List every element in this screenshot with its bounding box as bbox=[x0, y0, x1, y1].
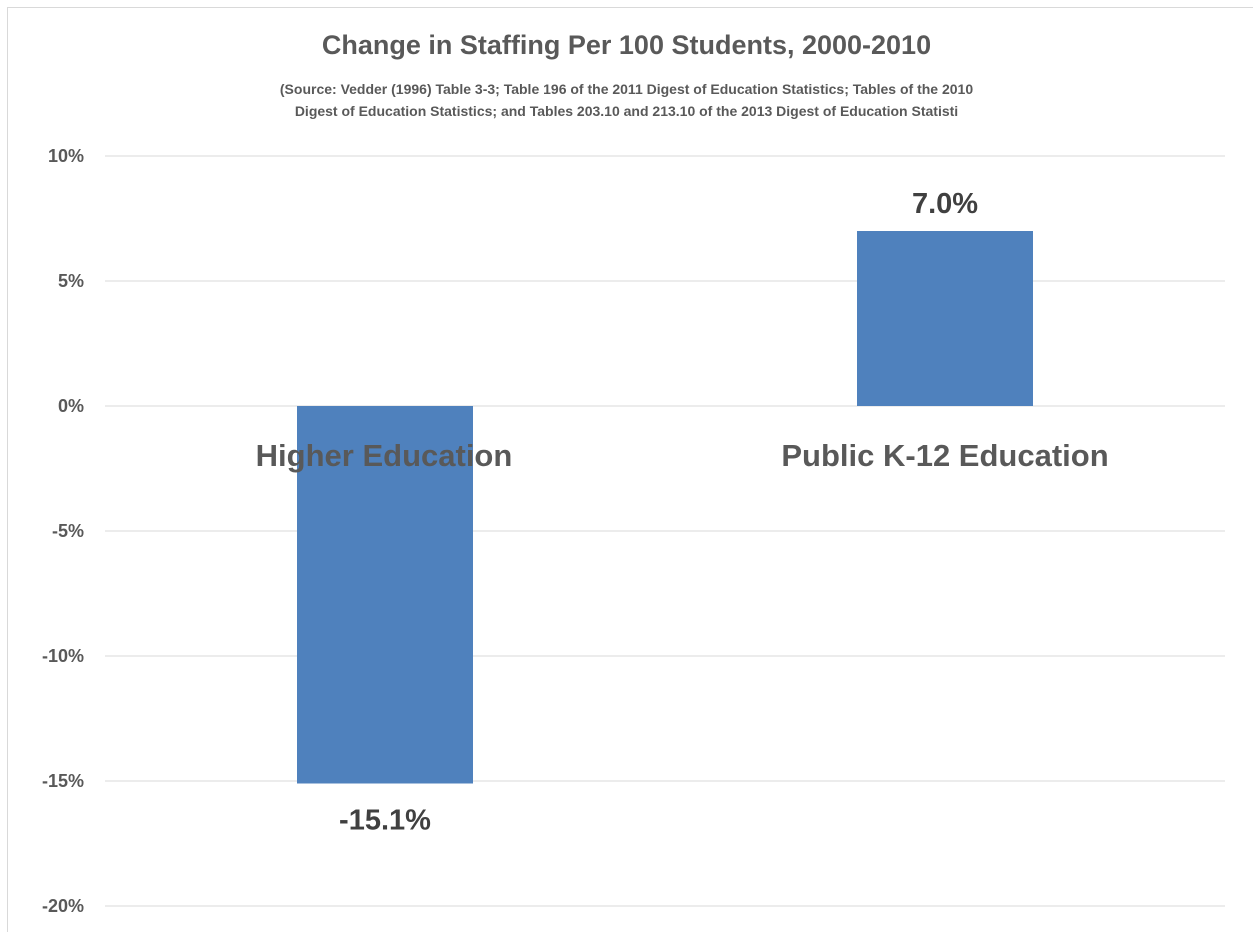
subtitle-line-1: (Source: Vedder (1996) Table 3-3; Table … bbox=[279, 81, 974, 97]
y-tick-label: 10% bbox=[48, 146, 84, 166]
y-tick-label: -20% bbox=[42, 896, 84, 916]
y-tick-label: -10% bbox=[42, 646, 84, 666]
chart-area bbox=[7, 7, 1253, 932]
bar bbox=[857, 231, 1033, 406]
chart-title: Change in Staffing Per 100 Students, 200… bbox=[321, 30, 932, 60]
y-tick-label: -5% bbox=[52, 521, 84, 541]
chart-subtitle: (Source: Vedder (1996) Table 3-3; Table … bbox=[0, 78, 1253, 122]
data-label: -15.1% bbox=[339, 805, 431, 837]
y-tick-label: 0% bbox=[58, 396, 84, 416]
subtitle-line-2: Digest of Education Statistics; and Tabl… bbox=[294, 103, 959, 119]
category-label: Public K-12 Education bbox=[781, 438, 1108, 473]
data-label: 7.0% bbox=[912, 188, 978, 220]
category-label: Higher Education bbox=[256, 438, 513, 473]
bar bbox=[297, 406, 473, 784]
y-tick-label: 5% bbox=[58, 271, 84, 291]
y-tick-label: -15% bbox=[42, 771, 84, 791]
